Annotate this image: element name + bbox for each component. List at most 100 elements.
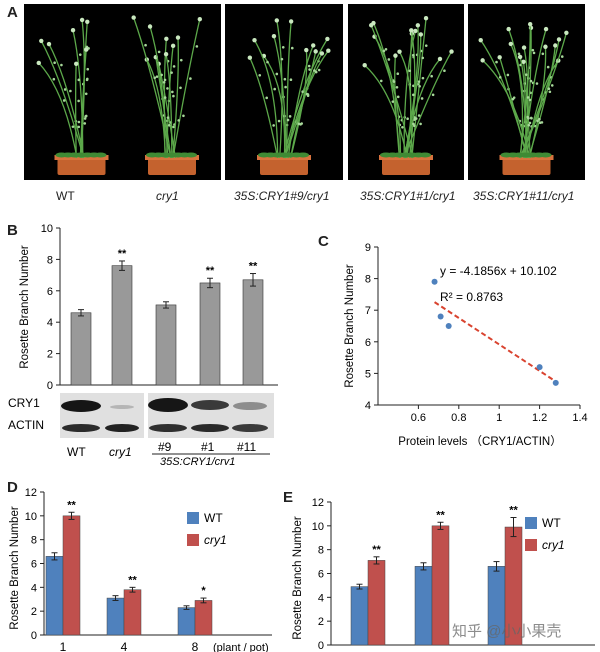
chart-e-bar-WT xyxy=(350,586,369,646)
chart-e-bar-WT xyxy=(414,566,433,646)
chart-b-bar xyxy=(111,265,133,386)
lane-label-cry1: cry1 xyxy=(109,445,132,459)
pot-0 xyxy=(57,158,106,175)
plant-stem xyxy=(286,21,292,159)
plant-flower-tip xyxy=(506,26,511,32)
plant-flower xyxy=(84,114,88,118)
western-blot-b: CRY1 ACTIN WT cry1 #9 #1 #11 35S:CRY1/cr… xyxy=(8,393,274,465)
plant-flower xyxy=(290,46,294,50)
plant-flower xyxy=(53,61,56,64)
plant-stem xyxy=(404,58,441,159)
plant-flower-tip xyxy=(84,47,89,52)
plant-flower xyxy=(408,69,412,73)
plant-photo-line-1 xyxy=(348,4,464,180)
chart-d-bar-cry1 xyxy=(62,515,81,636)
plant-flower xyxy=(78,53,82,56)
plant-flower xyxy=(301,90,304,93)
plant-flower xyxy=(560,55,564,58)
plant-flower-tip xyxy=(274,18,280,23)
plant-stem xyxy=(165,54,173,159)
chart-e-x-tick-label: 40 xyxy=(361,650,375,652)
plant-flower-tip xyxy=(313,49,318,54)
plant-flower-tip xyxy=(543,26,549,32)
plant-flower xyxy=(495,60,498,64)
plant-flower xyxy=(546,65,550,69)
panel-b-letter: B xyxy=(7,222,18,239)
group-label: 35S:CRY1/cry1 xyxy=(160,456,235,465)
chart-d-x-tick-label: 1 xyxy=(60,640,67,652)
plant-stem xyxy=(40,40,85,159)
pot-2 xyxy=(260,158,308,175)
plant-flower-tip xyxy=(247,55,253,60)
chart-d-y-tick-label: 0 xyxy=(31,630,37,642)
plant-flower xyxy=(419,122,422,126)
plant-flower xyxy=(517,52,521,56)
plant-flower-tip xyxy=(528,25,534,31)
band-cry1-1 xyxy=(191,400,229,410)
plant-flower xyxy=(317,68,321,72)
plant-stem xyxy=(74,63,77,159)
plant-flower-tip xyxy=(508,41,514,47)
chart-d-bar-cry1 xyxy=(194,600,213,636)
chart-c-y-tick-label: 9 xyxy=(365,242,371,254)
chart-c-trendline xyxy=(434,301,557,383)
chart-d-x-unit: (plant / pot) xyxy=(213,642,269,652)
rosette-leaf xyxy=(419,152,431,158)
chart-c-point xyxy=(445,323,452,329)
plant-flower xyxy=(530,116,533,120)
plant-stem xyxy=(519,56,527,159)
plant-flower xyxy=(379,79,383,83)
plant-flower xyxy=(541,52,545,56)
plant-flower xyxy=(526,115,529,119)
chart-d-legend-label-cry1: cry1 xyxy=(204,533,227,547)
plant-flower xyxy=(77,78,81,82)
panel-c-letter: C xyxy=(318,233,329,250)
band-actin-cry1 xyxy=(105,424,139,432)
plant-flower xyxy=(418,84,421,88)
plant-photo-wt xyxy=(24,4,139,180)
watermark: 知乎 @小小果壳 xyxy=(452,623,562,640)
plant-flower xyxy=(166,87,169,90)
rosette-leaf xyxy=(185,152,197,158)
plant-flower-tip xyxy=(521,59,526,65)
plant-flower xyxy=(163,96,167,99)
chart-e-legend-label-WT: WT xyxy=(542,516,561,530)
plant-stem xyxy=(155,57,172,159)
chart-e-y-axis-label: Rosette Branch Number xyxy=(292,516,304,640)
plant-flower xyxy=(86,67,90,71)
chart-d-legend-label-WT: WT xyxy=(204,511,223,525)
plant-flower xyxy=(63,88,67,91)
plant-stem xyxy=(263,55,286,159)
plant-flower xyxy=(406,117,409,121)
plant-flower xyxy=(289,78,293,82)
plant-stem xyxy=(146,59,167,159)
plant-flower xyxy=(167,124,171,127)
photo-label-line-1: 35S:CRY1#1/cry1 xyxy=(360,189,456,203)
chart-c-y-tick-label: 4 xyxy=(365,400,371,412)
plant-flower-tip xyxy=(70,28,76,33)
chart-d-y-tick-label: 2 xyxy=(31,606,37,618)
plant-flower-tip xyxy=(271,33,277,39)
plant-flower xyxy=(189,77,192,80)
plant-flower xyxy=(266,60,269,64)
chart-c-point xyxy=(536,364,543,371)
plant-flower-tip xyxy=(36,60,41,66)
chart-e-y-tick-label: 4 xyxy=(318,592,324,604)
chart-c-point xyxy=(437,313,444,320)
chart-c-y-tick-label: 6 xyxy=(365,337,371,349)
plant-flower-tip xyxy=(553,43,558,48)
band-actin-1 xyxy=(191,424,229,432)
plant-flower xyxy=(412,84,415,88)
chart-c-y-axis-label: Rosette Branch Number xyxy=(344,264,356,388)
plant-flower xyxy=(382,49,386,53)
plant-flower xyxy=(498,75,502,79)
plant-flower xyxy=(69,89,72,93)
plant-flower xyxy=(417,80,421,83)
plant-flower-tip xyxy=(413,28,418,34)
plant-stem xyxy=(283,38,328,159)
plant-flower xyxy=(166,116,170,119)
chart-d-bar-WT xyxy=(45,556,64,636)
chart-c-point xyxy=(431,278,438,285)
plant-flower xyxy=(555,60,559,63)
chart-e-bar-cry1 xyxy=(367,560,386,646)
